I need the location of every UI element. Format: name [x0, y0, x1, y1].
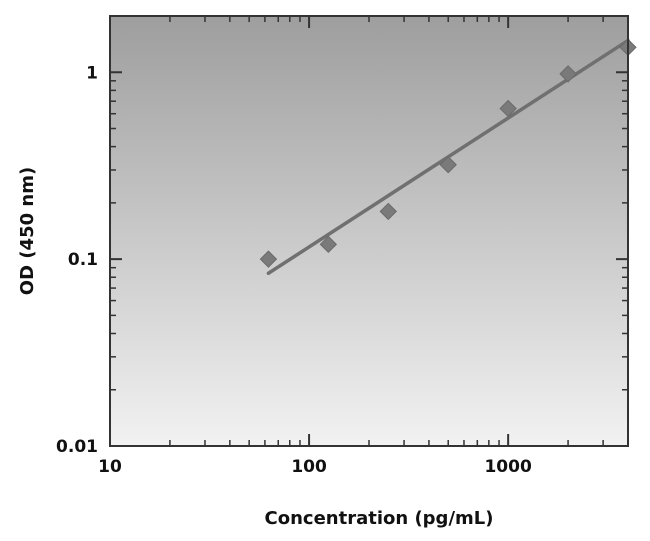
y-tick-label: 0.1: [68, 250, 98, 270]
data-point: [439, 156, 457, 174]
x-tick-label: 1000: [484, 457, 531, 477]
x-tick-label: 10: [98, 457, 122, 477]
plot-frame: [109, 15, 629, 447]
x-tick-label: 100: [291, 457, 327, 477]
y-tick-label: 1: [86, 63, 98, 83]
y-tick-label: 0.01: [56, 437, 98, 457]
data-point: [379, 202, 397, 221]
data-point: [559, 65, 577, 83]
y-axis-title: OD (450 nm): [17, 167, 38, 295]
data-point: [259, 250, 278, 268]
data-points: [259, 38, 637, 268]
data-point: [319, 235, 338, 254]
plot-area: [110, 16, 628, 446]
tick-labels: 10 100 1000 0.01 0.1 1: [56, 63, 532, 477]
data-point: [499, 99, 517, 118]
x-axis-title: Concentration (pg/mL): [265, 508, 494, 529]
